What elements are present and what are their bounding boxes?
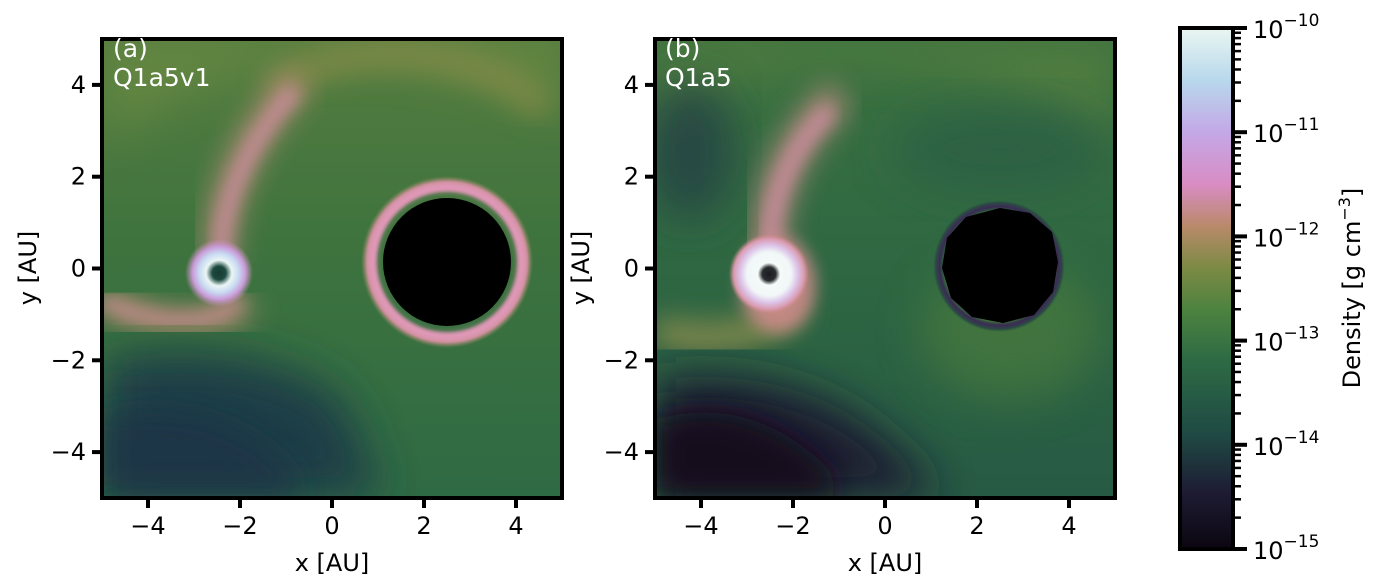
panel-tag-a: (a) bbox=[113, 34, 148, 63]
y-tick-label-a: −4 bbox=[51, 438, 86, 466]
colorbar-tick-label: 10−13 bbox=[1253, 324, 1319, 357]
x-tick-label-a: −4 bbox=[130, 512, 165, 540]
x-tick-label-a: 2 bbox=[416, 512, 431, 540]
x-tick-label-b: −2 bbox=[775, 512, 810, 540]
model-label-b: Q1a5 bbox=[665, 63, 732, 92]
x-tick-label-b: 2 bbox=[969, 512, 984, 540]
colorbar: 10−10 10−11 10−12 10−13 10−14 10−15 Density [… bbox=[1178, 11, 1366, 565]
density-map-a bbox=[102, 39, 562, 498]
y-tick-label-b: −4 bbox=[604, 438, 639, 466]
x-tick-label-b: 0 bbox=[877, 512, 892, 540]
x-tick-label-b: 4 bbox=[1061, 512, 1076, 540]
y-tick-label-b: 0 bbox=[624, 255, 639, 283]
y-tick-label-a: 2 bbox=[71, 163, 86, 191]
y-tick-label-a: 0 bbox=[71, 255, 86, 283]
x-tick-label-a: −2 bbox=[222, 512, 257, 540]
y-axis-title-b: y [AU] bbox=[567, 231, 595, 306]
panel-tag-b: (b) bbox=[665, 34, 700, 63]
ticks-a: −4 −2 0 2 4 −4 −2 0 2 4 bbox=[51, 71, 524, 540]
x-tick-label-a: 0 bbox=[324, 512, 339, 540]
colorbar-title-sup: −3 bbox=[1335, 197, 1354, 221]
x-tick-label-b: −4 bbox=[683, 512, 718, 540]
sink-hole-a bbox=[383, 198, 511, 326]
y-tick-label-a: 4 bbox=[71, 71, 86, 99]
model-label-a: Q1a5v1 bbox=[113, 63, 211, 92]
density-map-b bbox=[655, 39, 1115, 498]
x-axis-title-a: x [AU] bbox=[295, 549, 370, 576]
colorbar-title: Density [g cm−3] bbox=[1335, 188, 1366, 389]
y-axis-title-a: y [AU] bbox=[14, 231, 42, 306]
colorbar-tick-label: 10−12 bbox=[1253, 219, 1319, 252]
y-tick-label-a: −2 bbox=[51, 346, 86, 374]
colorbar-frame bbox=[1178, 26, 1235, 551]
sink-hole-b bbox=[942, 208, 1058, 323]
colorbar-tick-label: 10−15 bbox=[1253, 532, 1319, 565]
x-axis-title-b: x [AU] bbox=[848, 549, 923, 576]
panel-b: −4 −2 0 2 4 −4 −2 0 2 4 (b) Q1a5 x [AU] y [AU] bbox=[567, 34, 1117, 576]
colorbar-tick-label: 10−11 bbox=[1253, 115, 1319, 148]
colorbar-title-close: ] bbox=[1338, 188, 1366, 197]
ticks-b: −4 −2 0 2 4 −4 −2 0 2 4 bbox=[604, 71, 1077, 540]
colorbar-title-main: Density [g cm bbox=[1338, 221, 1366, 389]
colorbar-tick-label: 10−14 bbox=[1253, 428, 1319, 461]
colorbar-tick-label: 10−10 bbox=[1253, 11, 1319, 44]
y-tick-label-b: −2 bbox=[604, 346, 639, 374]
colorbar-ticks: 10−10 10−11 10−12 10−13 10−14 10−15 bbox=[1233, 11, 1319, 565]
y-tick-label-b: 2 bbox=[624, 163, 639, 191]
y-tick-label-b: 4 bbox=[624, 71, 639, 99]
small-body-b bbox=[729, 234, 809, 314]
small-body-a bbox=[185, 239, 253, 307]
panel-a: −4 −2 0 2 4 −4 −2 0 2 4 (a) Q1a5v1 x [AU] y [AU] bbox=[14, 34, 564, 576]
x-tick-label-a: 4 bbox=[508, 512, 523, 540]
colorbar-gradient bbox=[1180, 28, 1233, 549]
